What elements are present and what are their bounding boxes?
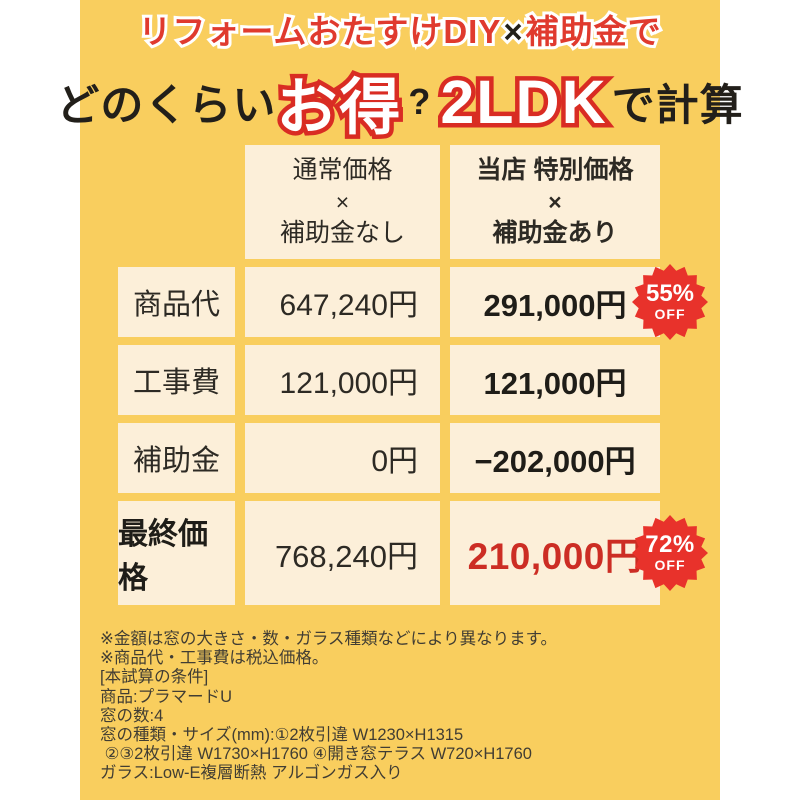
note-amount-varies: ※金額は窓の大きさ・数・ガラス種類などにより異なります。 — [100, 630, 558, 648]
title-line1-multiply-sign: × — [503, 10, 524, 54]
special-price-product-cost-value: 291,000円 — [483, 287, 627, 323]
header-spacer-cell — [118, 145, 235, 259]
special-price-subsidy-value: −202,000円 — [474, 443, 636, 479]
title-line2-prefix: どのくらい — [56, 81, 277, 130]
note-window-type-size-2: ②③2枚引違 W1730×H1760 ④開き窓テラス W720×H1760 — [100, 745, 532, 764]
normal-price-final: 768,240円 — [245, 501, 440, 605]
column-header-special-multiply: × — [548, 189, 562, 215]
special-price-construction-fee: 121,000円 — [450, 345, 660, 415]
row-label-construction-fee: 工事費 — [118, 345, 235, 415]
note-tax-included: ※商品代・工事費は税込価格。 — [100, 649, 329, 668]
title-line2-highlight-2ldk: 2LDK — [440, 67, 608, 137]
promo-title-line2: どのくらい お得 ? 2LDK で計算 — [56, 57, 742, 146]
column-header-special-line3: 補助金あり — [492, 219, 618, 247]
promo-title-line1: リフォームおたすけDIY×補助金で — [80, 10, 720, 54]
title-line2-suffix: で計算 — [611, 81, 744, 130]
normal-price-subsidy: 0円 — [245, 423, 440, 493]
title-line1-part1: リフォームおたすけDIY — [138, 10, 501, 54]
column-header-special-price: 当店 特別価格 × 補助金あり — [450, 145, 660, 259]
special-price-final-value: 210,000円 — [467, 536, 643, 577]
discount-badge-72-off: 72% OFF — [632, 515, 708, 591]
content-canvas: リフォームおたすけDIY×補助金で どのくらい お得 ? 2LDK で計算 通常… — [56, 0, 743, 800]
special-price-product-cost: 291,000円 55% OFF — [450, 264, 708, 340]
column-header-normal-price: 通常価格 × 補助金なし — [245, 145, 440, 259]
special-price-construction-fee-value: 121,000円 — [483, 365, 627, 401]
title-line2-question-mark: ? — [408, 80, 431, 122]
discount-badge-55-off-label: OFF — [654, 306, 686, 322]
column-header-normal-multiply: × — [335, 189, 350, 215]
column-header-special-line1: 当店 特別価格 — [476, 156, 634, 184]
discount-badge-55-percent: 55% — [645, 280, 695, 307]
special-price-subsidy: −202,000円 — [450, 423, 660, 493]
row-label-product-cost: 商品代 — [118, 267, 235, 337]
normal-price-construction-fee: 121,000円 — [245, 345, 440, 415]
row-label-final-price: 最終価格 — [118, 501, 235, 605]
note-window-type-size-1: 窓の種類・サイズ(mm):①2枚引違 W1230×H1315 — [100, 726, 464, 745]
discount-badge-72-percent: 72% — [645, 531, 695, 558]
discount-badge-55-off: 55% OFF — [632, 264, 708, 340]
column-header-normal-line1: 通常価格 — [292, 156, 393, 184]
row-label-subsidy: 補助金 — [118, 423, 235, 493]
note-window-count: 窓の数:4 — [100, 706, 164, 725]
note-glass-type: ガラス:Low-E複層断熱 アルゴンガス入り — [100, 764, 403, 783]
normal-price-product-cost: 647,240円 — [245, 267, 440, 337]
calculation-notes: ※金額は窓の大きさ・数・ガラス種類などにより異なります。 ※商品代・工事費は税込… — [100, 630, 705, 784]
column-header-normal-line3: 補助金なし — [279, 219, 405, 247]
note-product-name: 商品:プラマードU — [100, 687, 232, 706]
title-line1-part2: 補助金で — [526, 10, 662, 54]
special-price-final: 210,000円 72% OFF — [450, 501, 708, 605]
price-comparison-table: 通常価格 × 補助金なし 当店 特別価格 × 補助金あり 商品代 647,240… — [118, 145, 708, 605]
note-conditions-heading: [本試算の条件] — [100, 668, 209, 687]
title-line2-highlight-otoku: お得 — [276, 57, 402, 146]
discount-badge-72-off-label: OFF — [654, 557, 686, 573]
